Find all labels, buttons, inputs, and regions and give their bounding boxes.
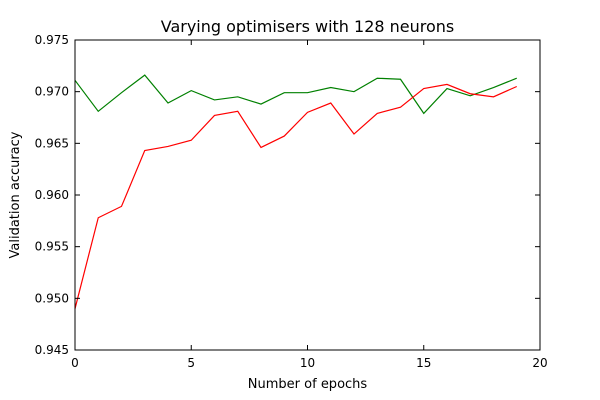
x-tick-label: 15 <box>416 356 431 370</box>
y-axis-ticks: 0.945 0.950 0.955 0.960 0.965 0.970 0.975 <box>35 33 540 357</box>
y-tick-label: 0.945 <box>35 343 69 357</box>
plot-frame <box>74 39 541 351</box>
series-line-1 <box>74 83 517 309</box>
y-tick-label: 0.960 <box>35 188 69 202</box>
x-tick-label: 5 <box>187 356 195 370</box>
y-tick-label: 0.950 <box>35 291 69 305</box>
y-tick-label: 0.965 <box>35 136 69 150</box>
y-tick-label: 0.970 <box>35 85 69 99</box>
y-axis-title: Validation accuracy <box>8 131 23 258</box>
plot-lines <box>74 74 517 309</box>
x-axis-title: Number of epochs <box>248 377 368 392</box>
chart-title: Varying optimisers with 128 neurons <box>161 17 455 36</box>
y-tick-label: 0.975 <box>35 33 69 47</box>
x-axis-ticks: 0 5 10 15 20 <box>71 40 548 370</box>
x-tick-label: 20 <box>532 356 547 370</box>
series-line-0 <box>74 74 517 115</box>
y-tick-label: 0.955 <box>35 240 69 254</box>
x-tick-label: 0 <box>71 356 79 370</box>
x-tick-label: 10 <box>300 356 315 370</box>
